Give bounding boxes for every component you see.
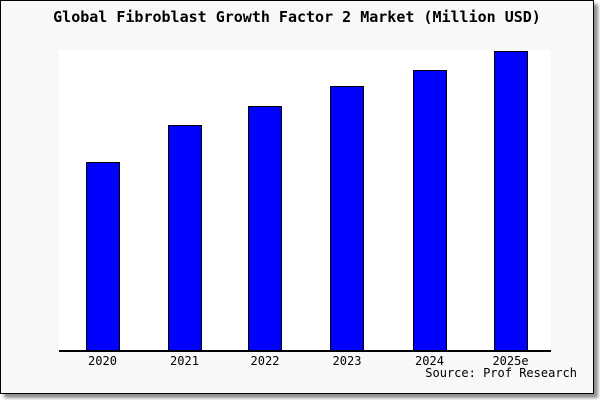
bar-2025e <box>493 51 528 350</box>
bar-2022 <box>248 106 282 350</box>
x-tick-label-2024: 2024 <box>415 354 444 368</box>
x-tick-label-2022: 2022 <box>250 354 280 368</box>
chart-frame: Global Fibroblast Growth Factor 2 Market… <box>0 0 594 394</box>
plot-area <box>59 50 551 352</box>
x-tick-label-2023: 2023 <box>332 354 362 368</box>
x-tick-label-2021: 2021 <box>170 354 199 368</box>
bar-2021 <box>167 125 202 350</box>
chart-title: Global Fibroblast Growth Factor 2 Market… <box>53 8 541 26</box>
bar-2023 <box>330 86 364 350</box>
bar-2024 <box>412 70 447 350</box>
x-tick-label-2020: 2020 <box>88 354 117 368</box>
x-tick-label-2025e: 2025e <box>492 354 529 368</box>
bar-2020 <box>85 162 120 350</box>
source-credit: Source: Prof Research <box>425 366 577 380</box>
